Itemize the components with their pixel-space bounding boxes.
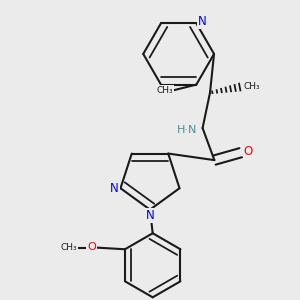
Text: N: N — [146, 209, 154, 222]
Text: N: N — [110, 182, 119, 195]
Text: CH₃: CH₃ — [156, 86, 173, 95]
Text: H·N: H·N — [177, 125, 198, 135]
Text: O: O — [244, 145, 253, 158]
Text: CH₃: CH₃ — [243, 82, 260, 91]
Text: N: N — [198, 15, 207, 28]
Text: CH₃: CH₃ — [61, 243, 77, 252]
Text: O: O — [87, 242, 96, 252]
